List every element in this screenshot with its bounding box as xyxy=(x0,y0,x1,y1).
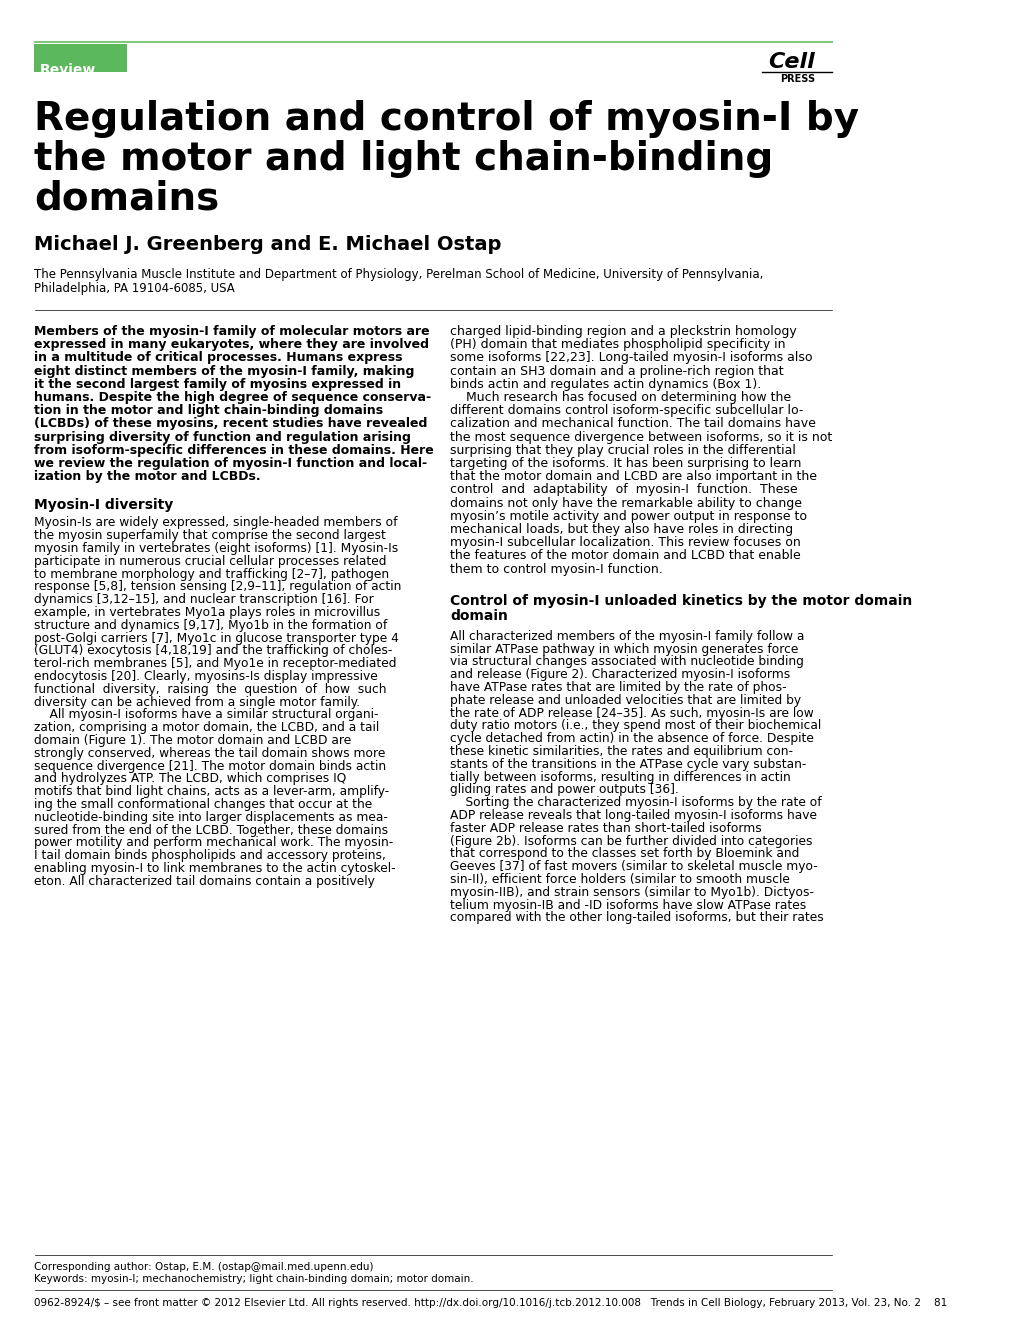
Text: strongly conserved, whereas the tail domain shows more: strongly conserved, whereas the tail dom… xyxy=(34,746,385,759)
Text: expressed in many eukaryotes, where they are involved: expressed in many eukaryotes, where they… xyxy=(34,339,429,351)
Text: Geeves [37] of fast movers (similar to skeletal muscle myo-: Geeves [37] of fast movers (similar to s… xyxy=(449,860,817,873)
Text: Members of the myosin-I family of molecular motors are: Members of the myosin-I family of molecu… xyxy=(34,325,429,337)
Text: functional  diversity,  raising  the  question  of  how  such: functional diversity, raising the questi… xyxy=(34,683,386,696)
Text: the motor and light chain-binding: the motor and light chain-binding xyxy=(34,140,772,179)
Text: contain an SH3 domain and a proline-rich region that: contain an SH3 domain and a proline-rich… xyxy=(449,365,783,377)
Text: power motility and perform mechanical work. The myosin-: power motility and perform mechanical wo… xyxy=(34,836,393,849)
Text: Michael J. Greenberg and E. Michael Ostap: Michael J. Greenberg and E. Michael Osta… xyxy=(34,235,501,254)
Text: Philadelphia, PA 19104-6085, USA: Philadelphia, PA 19104-6085, USA xyxy=(34,282,234,295)
Text: mechanical loads, but they also have roles in directing: mechanical loads, but they also have rol… xyxy=(449,523,793,536)
Text: compared with the other long-tailed isoforms, but their rates: compared with the other long-tailed isof… xyxy=(449,912,823,925)
Text: calization and mechanical function. The tail domains have: calization and mechanical function. The … xyxy=(449,417,815,430)
Text: response [5,8], tension sensing [2,9–11], regulation of actin: response [5,8], tension sensing [2,9–11]… xyxy=(34,581,400,594)
Text: ADP release reveals that long-tailed myosin-I isoforms have: ADP release reveals that long-tailed myo… xyxy=(449,808,816,822)
Text: the rate of ADP release [24–35]. As such, myosin-Is are low: the rate of ADP release [24–35]. As such… xyxy=(449,706,813,720)
Text: myosin-IIB), and strain sensors (similar to Myo1b). Dictyos-: myosin-IIB), and strain sensors (similar… xyxy=(449,886,813,898)
Text: the features of the motor domain and LCBD that enable: the features of the motor domain and LCB… xyxy=(449,549,800,562)
Text: Much research has focused on determining how the: Much research has focused on determining… xyxy=(449,392,791,404)
Text: zation, comprising a motor domain, the LCBD, and a tail: zation, comprising a motor domain, the L… xyxy=(34,721,379,734)
Text: from isoform-specific differences in these domains. Here: from isoform-specific differences in the… xyxy=(34,443,433,456)
Text: Sorting the characterized myosin-I isoforms by the rate of: Sorting the characterized myosin-I isofo… xyxy=(449,796,821,810)
Text: the most sequence divergence between isoforms, so it is not: the most sequence divergence between iso… xyxy=(449,430,832,443)
Text: domain: domain xyxy=(449,609,507,623)
Text: charged lipid-binding region and a pleckstrin homology: charged lipid-binding region and a pleck… xyxy=(449,325,796,337)
Text: humans. Despite the high degree of sequence conserva-: humans. Despite the high degree of seque… xyxy=(34,392,431,404)
Text: to membrane morphology and trafficking [2–7], pathogen: to membrane morphology and trafficking [… xyxy=(34,568,388,581)
Text: ization by the motor and LCBDs.: ization by the motor and LCBDs. xyxy=(34,470,260,483)
Text: domains: domains xyxy=(34,180,219,218)
Text: example, in vertebrates Myo1a plays roles in microvillus: example, in vertebrates Myo1a plays role… xyxy=(34,606,380,619)
Text: participate in numerous crucial cellular processes related: participate in numerous crucial cellular… xyxy=(34,554,386,568)
Text: nucleotide-binding site into larger displacements as mea-: nucleotide-binding site into larger disp… xyxy=(34,811,387,824)
Text: eight distinct members of the myosin-I family, making: eight distinct members of the myosin-I f… xyxy=(34,365,414,377)
Text: and hydrolyzes ATP. The LCBD, which comprises IQ: and hydrolyzes ATP. The LCBD, which comp… xyxy=(34,773,346,786)
Text: some isoforms [22,23]. Long-tailed myosin-I isoforms also: some isoforms [22,23]. Long-tailed myosi… xyxy=(449,352,812,364)
Text: Myosin-I diversity: Myosin-I diversity xyxy=(34,499,173,512)
Text: 0962-8924/$ – see front matter © 2012 Elsevier Ltd. All rights reserved. http://: 0962-8924/$ – see front matter © 2012 El… xyxy=(34,1298,947,1308)
Text: the myosin superfamily that comprise the second largest: the myosin superfamily that comprise the… xyxy=(34,529,385,542)
Text: ing the small conformational changes that occur at the: ing the small conformational changes tha… xyxy=(34,798,372,811)
Text: (PH) domain that mediates phospholipid specificity in: (PH) domain that mediates phospholipid s… xyxy=(449,339,785,351)
Text: domain (Figure 1). The motor domain and LCBD are: domain (Figure 1). The motor domain and … xyxy=(34,734,351,747)
Text: these kinetic similarities, the rates and equilibrium con-: these kinetic similarities, the rates an… xyxy=(449,745,793,758)
FancyBboxPatch shape xyxy=(34,44,127,71)
Text: All characterized members of the myosin-I family follow a: All characterized members of the myosin-… xyxy=(449,630,804,643)
Text: that correspond to the classes set forth by Bloemink and: that correspond to the classes set forth… xyxy=(449,848,799,860)
Text: telium myosin-IB and -ID isoforms have slow ATPase rates: telium myosin-IB and -ID isoforms have s… xyxy=(449,898,806,912)
Text: duty ratio motors (i.e., they spend most of their biochemical: duty ratio motors (i.e., they spend most… xyxy=(449,720,820,733)
Text: binds actin and regulates actin dynamics (Box 1).: binds actin and regulates actin dynamics… xyxy=(449,378,760,390)
Text: structure and dynamics [9,17], Myo1b in the formation of: structure and dynamics [9,17], Myo1b in … xyxy=(34,619,387,632)
Text: we review the regulation of myosin-I function and local-: we review the regulation of myosin-I fun… xyxy=(34,456,427,470)
Text: (LCBDs) of these myosins, recent studies have revealed: (LCBDs) of these myosins, recent studies… xyxy=(34,417,427,430)
Text: phate release and unloaded velocities that are limited by: phate release and unloaded velocities th… xyxy=(449,693,801,706)
Text: cycle detached from actin) in the absence of force. Despite: cycle detached from actin) in the absenc… xyxy=(449,732,813,745)
Text: in a multitude of critical processes. Humans express: in a multitude of critical processes. Hu… xyxy=(34,352,403,364)
Text: sured from the end of the LCBD. Together, these domains: sured from the end of the LCBD. Together… xyxy=(34,824,387,836)
Text: motifs that bind light chains, acts as a lever-arm, amplify-: motifs that bind light chains, acts as a… xyxy=(34,785,389,798)
Text: tion in the motor and light chain-binding domains: tion in the motor and light chain-bindin… xyxy=(34,405,383,417)
Text: tially between isoforms, resulting in differences in actin: tially between isoforms, resulting in di… xyxy=(449,770,790,783)
Text: it the second largest family of myosins expressed in: it the second largest family of myosins … xyxy=(34,378,400,390)
Text: them to control myosin-I function.: them to control myosin-I function. xyxy=(449,562,662,576)
Text: Regulation and control of myosin-I by: Regulation and control of myosin-I by xyxy=(34,101,858,138)
Text: myosin family in vertebrates (eight isoforms) [1]. Myosin-Is: myosin family in vertebrates (eight isof… xyxy=(34,542,397,556)
Text: surprising that they play crucial roles in the differential: surprising that they play crucial roles … xyxy=(449,443,795,456)
Text: Myosin-Is are widely expressed, single-headed members of: Myosin-Is are widely expressed, single-h… xyxy=(34,516,397,529)
Text: All myosin-I isoforms have a similar structural organi-: All myosin-I isoforms have a similar str… xyxy=(34,708,378,721)
Text: different domains control isoform-specific subcellular lo-: different domains control isoform-specif… xyxy=(449,405,803,417)
Text: Control of myosin-I unloaded kinetics by the motor domain: Control of myosin-I unloaded kinetics by… xyxy=(449,594,911,607)
Text: similar ATPase pathway in which myosin generates force: similar ATPase pathway in which myosin g… xyxy=(449,643,798,656)
Text: (Figure 2b). Isoforms can be further divided into categories: (Figure 2b). Isoforms can be further div… xyxy=(449,835,812,848)
Text: sin-II), efficient force holders (similar to smooth muscle: sin-II), efficient force holders (simila… xyxy=(449,873,789,886)
Text: gliding rates and power outputs [36].: gliding rates and power outputs [36]. xyxy=(449,783,679,796)
Text: endocytosis [20]. Clearly, myosins-Is display impressive: endocytosis [20]. Clearly, myosins-Is di… xyxy=(34,669,377,683)
Text: The Pennsylvania Muscle Institute and Department of Physiology, Perelman School : The Pennsylvania Muscle Institute and De… xyxy=(34,269,762,280)
Text: myosin’s motile activity and power output in response to: myosin’s motile activity and power outpu… xyxy=(449,509,806,523)
Text: post-Golgi carriers [7], Myo1c in glucose transporter type 4: post-Golgi carriers [7], Myo1c in glucos… xyxy=(34,631,398,644)
Text: Keywords: myosin-I; mechanochemistry; light chain-binding domain; motor domain.: Keywords: myosin-I; mechanochemistry; li… xyxy=(34,1274,473,1285)
Text: enabling myosin-I to link membranes to the actin cytoskel-: enabling myosin-I to link membranes to t… xyxy=(34,863,395,875)
Text: Cell: Cell xyxy=(767,52,814,71)
Text: have ATPase rates that are limited by the rate of phos-: have ATPase rates that are limited by th… xyxy=(449,681,786,695)
Text: Review: Review xyxy=(40,64,96,77)
Text: surprising diversity of function and regulation arising: surprising diversity of function and reg… xyxy=(34,430,411,443)
Text: myosin-I subcellular localization. This review focuses on: myosin-I subcellular localization. This … xyxy=(449,536,800,549)
Text: sequence divergence [21]. The motor domain binds actin: sequence divergence [21]. The motor doma… xyxy=(34,759,386,773)
Text: control  and  adaptability  of  myosin-I  function.  These: control and adaptability of myosin-I fun… xyxy=(449,483,797,496)
Text: and release (Figure 2). Characterized myosin-I isoforms: and release (Figure 2). Characterized my… xyxy=(449,668,790,681)
Text: eton. All characterized tail domains contain a positively: eton. All characterized tail domains con… xyxy=(34,875,374,888)
Text: faster ADP release rates than short-tailed isoforms: faster ADP release rates than short-tail… xyxy=(449,822,761,835)
Text: that the motor domain and LCBD are also important in the: that the motor domain and LCBD are also … xyxy=(449,470,816,483)
Text: targeting of the isoforms. It has been surprising to learn: targeting of the isoforms. It has been s… xyxy=(449,456,801,470)
Text: PRESS: PRESS xyxy=(780,74,814,83)
Text: dynamics [3,12–15], and nuclear transcription [16]. For: dynamics [3,12–15], and nuclear transcri… xyxy=(34,593,373,606)
Text: terol-rich membranes [5], and Myo1e in receptor-mediated: terol-rich membranes [5], and Myo1e in r… xyxy=(34,658,396,671)
Text: Corresponding author: Ostap, E.M. (ostap@mail.med.upenn.edu): Corresponding author: Ostap, E.M. (ostap… xyxy=(34,1262,373,1271)
Text: via structural changes associated with nucleotide binding: via structural changes associated with n… xyxy=(449,655,803,668)
Text: diversity can be achieved from a single motor family.: diversity can be achieved from a single … xyxy=(34,696,360,709)
Text: stants of the transitions in the ATPase cycle vary substan-: stants of the transitions in the ATPase … xyxy=(449,758,806,771)
Text: I tail domain binds phospholipids and accessory proteins,: I tail domain binds phospholipids and ac… xyxy=(34,849,385,863)
Text: domains not only have the remarkable ability to change: domains not only have the remarkable abi… xyxy=(449,496,801,509)
Text: (GLUT4) exocytosis [4,18,19] and the trafficking of choles-: (GLUT4) exocytosis [4,18,19] and the tra… xyxy=(34,644,392,658)
